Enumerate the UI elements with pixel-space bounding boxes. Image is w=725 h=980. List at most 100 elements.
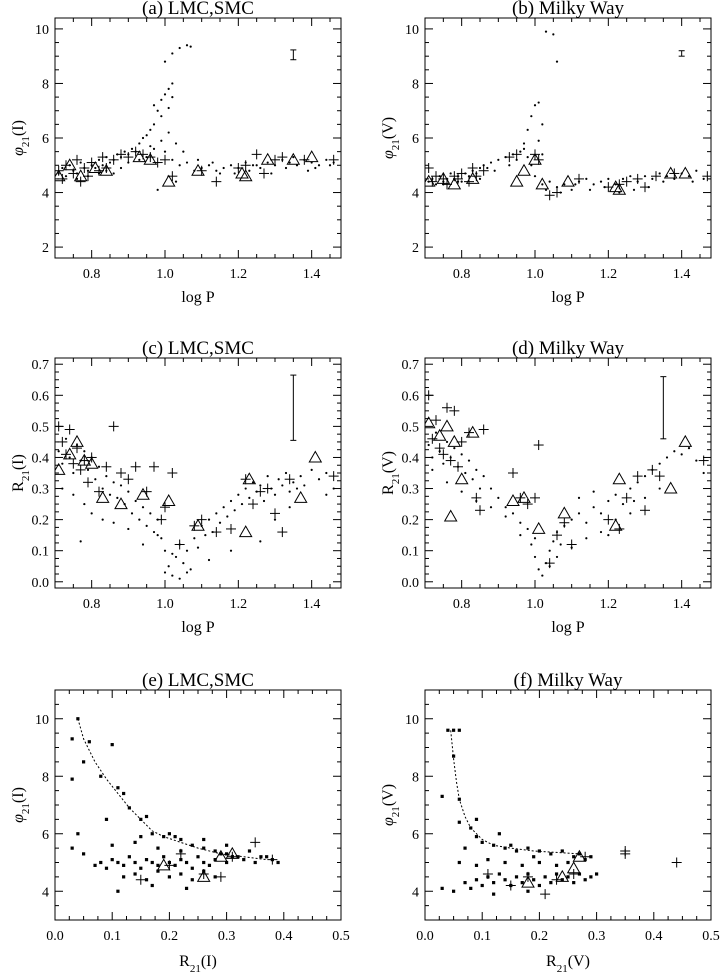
- data-point-triangle: [161, 174, 176, 187]
- data-point-square: [122, 863, 126, 867]
- data-point-dot: [325, 471, 328, 475]
- data-point-square: [173, 835, 177, 839]
- data-point-triangle: [260, 152, 275, 165]
- data-point-triangle: [612, 472, 627, 485]
- data-point-dot: [478, 166, 482, 170]
- data-point-dot: [530, 115, 533, 118]
- markers: [425, 30, 711, 201]
- data-point-dot: [266, 475, 269, 478]
- data-point-square: [474, 835, 479, 839]
- data-point-square: [259, 855, 263, 859]
- data-point-dot: [317, 478, 321, 481]
- data-point-triangle: [73, 169, 88, 182]
- y-tick-label: 6: [42, 132, 49, 147]
- data-point-dot: [299, 475, 302, 478]
- data-point-dot: [559, 543, 562, 546]
- data-point-dot: [607, 534, 610, 537]
- x-tick-label: 1.4: [673, 267, 691, 282]
- x-tick-label: 1.0: [526, 597, 544, 612]
- data-point-plus: [108, 421, 119, 432]
- y-tick-label: 0.5: [402, 420, 420, 435]
- data-point-square: [242, 858, 246, 862]
- data-point-dot: [178, 164, 181, 167]
- data-point-square: [526, 889, 530, 893]
- data-point-dot: [259, 166, 262, 170]
- data-point-dot: [218, 172, 222, 175]
- data-point-dot: [189, 45, 192, 48]
- y-tick-label: 0.5: [32, 420, 50, 435]
- data-point-dot: [233, 172, 236, 175]
- data-point-dot: [292, 155, 295, 159]
- data-point-plus: [621, 176, 632, 187]
- data-point-square: [70, 846, 74, 850]
- data-point-dot: [662, 180, 665, 183]
- data-point-dot: [519, 521, 522, 524]
- data-point-plus: [72, 443, 82, 454]
- data-point-triangle: [214, 849, 228, 862]
- data-point-square: [213, 849, 217, 853]
- data-point-dot: [504, 515, 507, 518]
- data-point-dot: [141, 543, 145, 546]
- y-axis-label: R21(I): [10, 454, 32, 492]
- data-point-dot: [317, 164, 321, 167]
- data-point-square: [463, 881, 467, 885]
- data-point-dot: [237, 493, 240, 496]
- data-point-dot: [431, 468, 434, 471]
- data-point-dot: [288, 490, 291, 493]
- data-point-plus: [284, 474, 295, 485]
- data-point-dot: [588, 188, 592, 191]
- data-point-triangle: [521, 875, 535, 888]
- data-point-dot: [163, 549, 167, 552]
- data-point-dot: [475, 468, 478, 471]
- data-point-dot: [185, 44, 189, 47]
- data-point-plus: [130, 461, 141, 472]
- data-point-square: [133, 840, 137, 844]
- data-point-dot: [189, 568, 192, 571]
- data-point-plus: [504, 152, 515, 163]
- data-point-square: [566, 875, 570, 879]
- data-point-dot: [90, 512, 93, 515]
- data-point-dot: [178, 46, 181, 50]
- fit-curve: [450, 730, 580, 855]
- data-point-square: [144, 858, 149, 862]
- data-point-triangle: [663, 166, 678, 179]
- data-point-square: [202, 837, 206, 842]
- data-point-square: [492, 843, 496, 847]
- data-point-triangle: [156, 858, 171, 871]
- data-point-plus: [135, 874, 146, 885]
- data-point-plus: [654, 471, 665, 482]
- data-point-dot: [303, 484, 306, 487]
- data-point-plus: [559, 517, 570, 528]
- data-point-dot: [61, 487, 64, 490]
- data-point-dot: [552, 33, 555, 36]
- data-point-triangle: [286, 152, 301, 165]
- data-point-plus: [508, 468, 518, 478]
- data-point-square: [156, 869, 160, 873]
- data-point-square: [156, 846, 160, 850]
- data-point-square: [589, 875, 593, 879]
- data-point-triangle: [191, 163, 205, 176]
- data-point-square: [457, 797, 461, 801]
- data-point-plus: [211, 176, 222, 187]
- data-point-square: [566, 860, 570, 865]
- x-axis-label: log P: [551, 619, 584, 636]
- y-tick-label: 8: [412, 770, 419, 785]
- data-point-dot: [229, 164, 233, 167]
- data-point-dot: [277, 478, 280, 481]
- data-point-square: [110, 743, 114, 747]
- data-point-plus: [551, 874, 562, 885]
- data-point-dot: [167, 106, 170, 110]
- data-point-dot: [141, 136, 145, 140]
- error-bar: [290, 49, 297, 61]
- data-point-dot: [427, 443, 430, 447]
- data-point-square: [440, 794, 444, 798]
- data-point-dot: [607, 177, 610, 181]
- y-tick-label: 0.7: [402, 358, 420, 373]
- data-point-dot: [141, 506, 145, 509]
- data-point-dot: [332, 487, 335, 490]
- y-tick-label: 0.3: [32, 483, 50, 498]
- data-point-triangle: [443, 509, 458, 522]
- y-axis-label: φ21(V): [380, 117, 402, 159]
- data-point-triangle: [238, 525, 253, 538]
- data-point-triangle: [77, 453, 92, 466]
